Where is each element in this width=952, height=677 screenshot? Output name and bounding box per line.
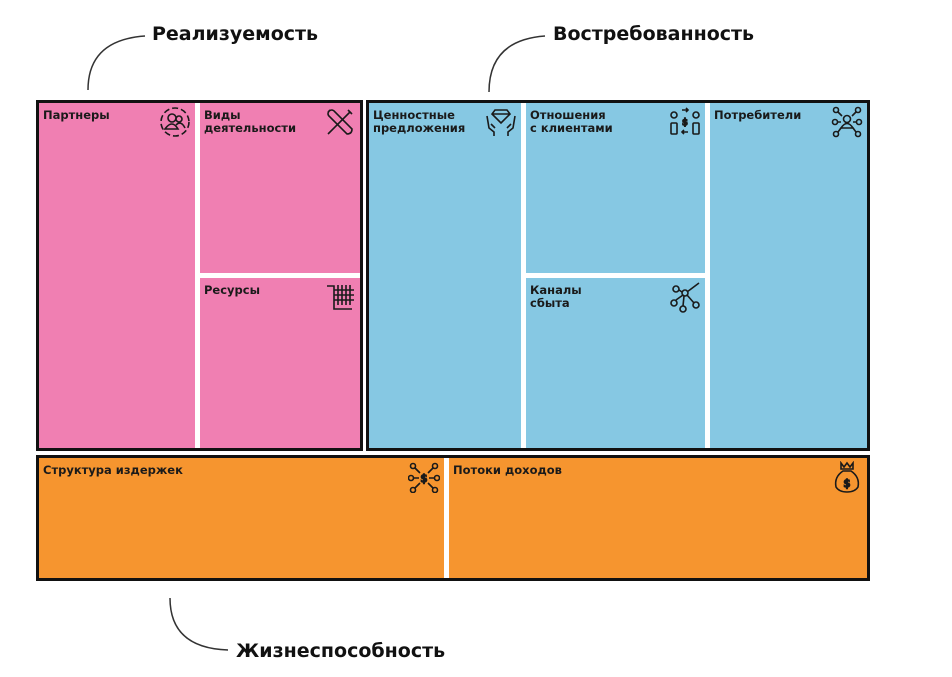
- network-icon: [670, 282, 700, 313]
- activities-block[interactable]: Виды деятельности: [200, 103, 360, 273]
- activities-label: Виды деятельности: [204, 108, 297, 135]
- revenue-streams-block[interactable]: Потоки доходов $: [449, 458, 867, 578]
- partners-block[interactable]: Партнеры: [39, 103, 195, 448]
- cost-icon: $: [408, 462, 440, 493]
- svg-text:$: $: [682, 118, 688, 128]
- diamond-hands-icon: [486, 109, 516, 136]
- viability-connector: [169, 597, 229, 651]
- costs-label: Структура издержек: [43, 463, 183, 477]
- partners-icon: [160, 107, 190, 137]
- desirability-connector: [488, 35, 546, 93]
- money-bag-icon: $: [834, 461, 860, 493]
- channels-block[interactable]: Каналы сбыта: [526, 278, 705, 448]
- svg-text:$: $: [421, 472, 428, 485]
- feasibility-connector: [87, 35, 146, 91]
- cost-structure-block[interactable]: Структура издержек $: [39, 458, 444, 578]
- viability-section: Структура издержек $ Потоки доходов $: [36, 455, 870, 581]
- value-label: Ценностные предложения: [373, 108, 466, 135]
- tools-icon: [327, 109, 353, 135]
- customer-segments-block[interactable]: Потребители: [710, 103, 867, 448]
- resources-label: Ресурсы: [204, 283, 260, 297]
- desirability-section: Ценностные предложения Отношения с клиен…: [366, 100, 870, 451]
- channels-label: Каналы сбыта: [530, 283, 582, 310]
- revenue-label: Потоки доходов: [453, 463, 562, 477]
- relationships-icon: $: [670, 107, 700, 135]
- relationships-block[interactable]: Отношения с клиентами $: [526, 103, 705, 273]
- value-propositions-block[interactable]: Ценностные предложения: [369, 103, 521, 448]
- feasibility-heading: Реализуемость: [152, 23, 319, 45]
- viability-heading: Жизнеспособность: [236, 640, 446, 662]
- feasibility-section: Партнеры Виды деятельности Ресурсы: [36, 100, 363, 451]
- resources-block[interactable]: Ресурсы: [200, 278, 360, 448]
- svg-text:$: $: [844, 477, 851, 490]
- desirability-heading: Востребованность: [553, 23, 755, 45]
- resources-icon: [327, 285, 354, 310]
- segments-label: Потребители: [714, 108, 802, 122]
- relationships-label: Отношения с клиентами: [530, 108, 613, 135]
- customers-icon: [831, 106, 863, 138]
- partners-label: Партнеры: [43, 108, 110, 122]
